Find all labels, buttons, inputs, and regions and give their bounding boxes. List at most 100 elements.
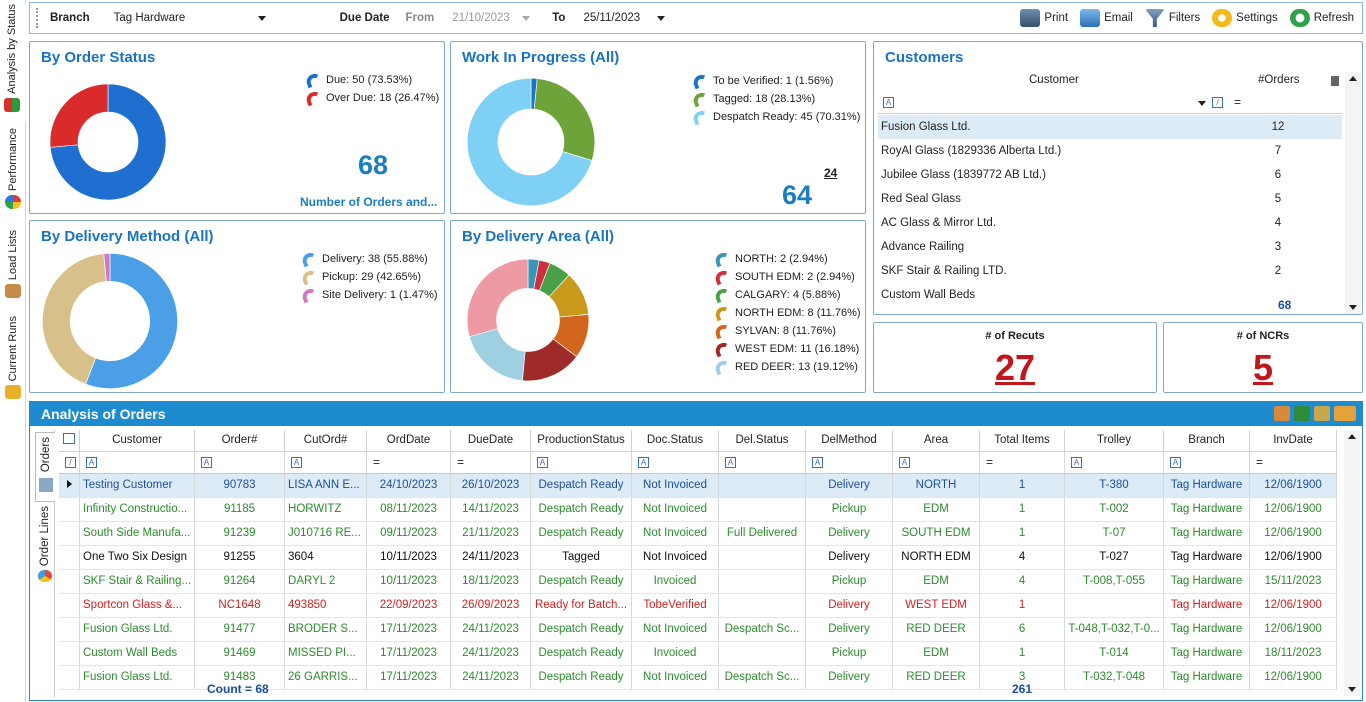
row-selector[interactable]	[59, 497, 80, 522]
legend-item[interactable]: NORTH EDM: 8 (11.76%)	[713, 304, 861, 322]
pie-slice-tagged[interactable]	[533, 78, 596, 161]
table-row[interactable]: SKF Stair & Railing... 91264 DARYL 2 10/11/…	[59, 569, 1338, 594]
row-selector[interactable]	[59, 617, 80, 642]
table-row[interactable]: Infinity Constructio... 91185 HORWITZ 08/11…	[59, 497, 1338, 522]
pie-slice-due[interactable]	[49, 83, 167, 201]
customer-row[interactable]: Fusion Glass Ltd. 12	[878, 115, 1342, 139]
from-date-picker[interactable]: 21/10/2023	[448, 8, 534, 28]
pie-slice-despatch-ready[interactable]	[466, 77, 593, 207]
wip-small-number[interactable]: 24	[824, 166, 838, 180]
column-header[interactable]: Total Items	[979, 430, 1066, 452]
pie-slice-pickup[interactable]	[41, 253, 107, 385]
row-selector-header[interactable]	[59, 430, 80, 452]
customer-row[interactable]: RoyAl Glass (1829336 Alberta Ltd.) 7	[878, 139, 1342, 163]
column-filter-cell[interactable]: A	[79, 451, 196, 474]
excel-icon[interactable]	[1294, 406, 1310, 421]
legend-item[interactable]: CALGARY: 4 (5.88%)	[713, 286, 861, 304]
email-button[interactable]: Email	[1080, 9, 1133, 27]
wip-total-number[interactable]: 64	[782, 180, 813, 210]
order-status-donut[interactable]	[48, 82, 168, 202]
tab-performance[interactable]: Performance	[0, 128, 26, 222]
legend-item[interactable]: Tagged: 18 (28.13%)	[691, 90, 860, 108]
column-header[interactable]: OrdDate	[366, 430, 452, 452]
tab-current-runs[interactable]: Current Runs	[0, 316, 26, 410]
row-selector[interactable]	[59, 569, 80, 594]
customer-row[interactable]: SKF Stair & Railing LTD. 2	[878, 259, 1342, 283]
filter-clear-icon[interactable]: /	[1212, 97, 1223, 108]
row-selector[interactable]	[59, 641, 80, 666]
column-chooser-icon[interactable]	[63, 433, 75, 445]
column-filter-cell[interactable]: A	[1064, 451, 1165, 474]
pie-slice-over-due[interactable]	[49, 83, 109, 148]
column-header[interactable]: Del.Status	[718, 430, 807, 452]
delivery-area-donut[interactable]	[465, 257, 591, 383]
column-filter-cell[interactable]: A	[892, 451, 981, 474]
column-header[interactable]: CutOrd#	[284, 430, 368, 452]
box-icon[interactable]	[1274, 406, 1290, 421]
filter-clear-icon[interactable]: /	[65, 457, 76, 468]
legend-item[interactable]: SYLVAN: 8 (11.76%)	[713, 322, 861, 340]
column-header[interactable]: Branch	[1163, 430, 1251, 452]
legend-item[interactable]: Pickup: 29 (42.65%)	[300, 268, 438, 286]
recuts-value[interactable]: 27	[994, 347, 1036, 388]
filters-button[interactable]: Filters	[1144, 9, 1200, 27]
scroll-up-icon[interactable]	[1348, 434, 1356, 439]
column-header[interactable]: DueDate	[450, 430, 532, 452]
column-filter-cell[interactable]: A	[530, 451, 633, 474]
row-selector[interactable]	[59, 665, 80, 690]
table-row[interactable]: South Side Manufa... 91239 J010716 RE... 09…	[59, 521, 1338, 546]
column-header[interactable]: Order#	[194, 430, 286, 452]
tab-load-lists[interactable]: Load Lists	[0, 230, 26, 310]
customer-row[interactable]: Advance Railing 3	[878, 235, 1342, 259]
pie-slice-other[interactable]	[466, 258, 529, 338]
customer-row[interactable]: Custom Wall Beds	[878, 283, 1342, 307]
customer-column-header[interactable]: Customer	[1029, 74, 1079, 86]
column-header[interactable]: DelMethod	[805, 430, 894, 452]
people-icon[interactable]	[1334, 406, 1356, 421]
chevron-down-icon[interactable]	[1198, 101, 1206, 106]
table-row[interactable]: Testing Customer 90783 LISA ANN E... 24/10/…	[59, 473, 1338, 498]
row-selector[interactable]	[59, 521, 80, 546]
legend-item[interactable]: Despatch Ready: 45 (70.31%)	[691, 108, 860, 126]
legend-item[interactable]: Over Due: 18 (26.47%)	[304, 89, 439, 107]
ncrs-panel[interactable]: # of NCRs 5	[1163, 322, 1363, 393]
legend-item[interactable]: Delivery: 38 (55.88%)	[300, 250, 438, 268]
table-row[interactable]: Custom Wall Beds 91469 MISSED PI... 17/11/2…	[59, 641, 1338, 666]
table-row[interactable]: Fusion Glass Ltd. 91483 26 GARRIS... 17/11/…	[59, 665, 1338, 690]
pie-slice-delivery[interactable]	[85, 252, 178, 389]
recuts-panel[interactable]: # of Recuts 27	[873, 322, 1157, 393]
text-filter-icon[interactable]: A	[883, 97, 894, 108]
table-row[interactable]: Sportcon Glass &... NC1648 493850 22/09/202…	[59, 593, 1338, 618]
customer-row[interactable]: AC Glass & Mirror Ltd. 4	[878, 211, 1342, 235]
legend-item[interactable]: RED DEER: 13 (19.12%)	[713, 358, 861, 376]
ncrs-value[interactable]: 5	[1252, 347, 1274, 388]
column-header[interactable]: Area	[892, 430, 981, 452]
pie-slice-site-delivery[interactable]	[103, 252, 111, 282]
scroll-down-icon[interactable]	[1349, 305, 1357, 310]
column-filter-cell[interactable]: A	[284, 451, 368, 474]
legend-item[interactable]: Site Delivery: 1 (1.47%)	[300, 286, 438, 304]
customer-row[interactable]: Jubilee Glass (1839772 AB Ltd.) 6	[878, 163, 1342, 187]
row-selector[interactable]	[59, 545, 80, 570]
column-filter-cell[interactable]: =	[1249, 451, 1338, 474]
column-filter-cell[interactable]: =	[366, 451, 452, 474]
scroll-down-icon[interactable]	[1348, 687, 1356, 692]
customer-row[interactable]: Red Seal Glass 5	[878, 187, 1342, 211]
refresh-button[interactable]: Refresh	[1289, 9, 1354, 27]
column-filter-cell[interactable]: =	[450, 451, 532, 474]
column-filter-cell[interactable]: A	[805, 451, 894, 474]
column-filter-cell[interactable]: A	[194, 451, 286, 474]
column-filter-cell[interactable]: =	[979, 451, 1066, 474]
delivery-method-donut[interactable]	[40, 251, 180, 391]
table-row[interactable]: One Two Six Design 91255 3604 10/11/2023 24/…	[59, 545, 1338, 570]
legend-item[interactable]: NORTH: 2 (2.94%)	[713, 250, 861, 268]
column-filter-cell[interactable]: A	[631, 451, 720, 474]
to-date-picker[interactable]: 25/11/2023	[579, 8, 669, 28]
print-button[interactable]: Print	[1020, 9, 1068, 27]
column-header[interactable]: Doc.Status	[631, 430, 720, 452]
legend-item[interactable]: WEST EDM: 11 (16.18%)	[713, 340, 861, 358]
legend-item[interactable]: Due: 50 (73.53%)	[304, 71, 439, 89]
report-icon[interactable]	[1314, 406, 1330, 421]
settings-button[interactable]: Settings	[1212, 9, 1278, 27]
customers-scrollbar[interactable]	[1345, 72, 1361, 314]
